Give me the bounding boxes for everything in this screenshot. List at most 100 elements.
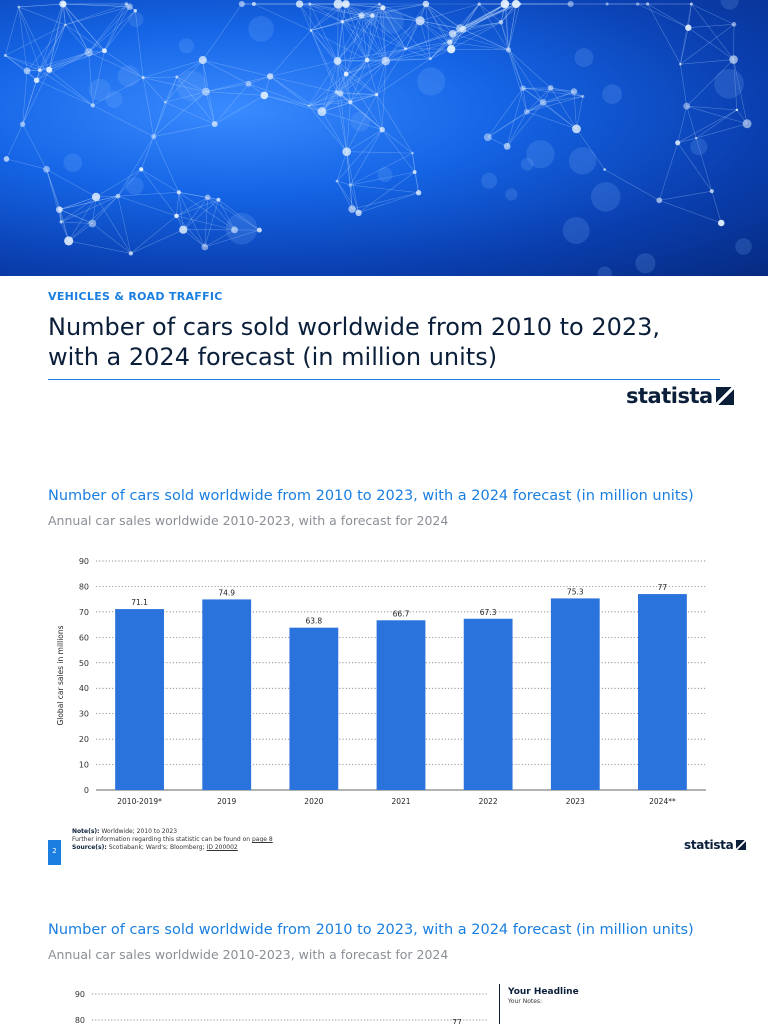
network-link xyxy=(117,192,179,197)
network-link xyxy=(310,30,341,94)
network-link xyxy=(345,15,373,75)
network-link xyxy=(6,124,23,160)
network-link xyxy=(342,21,406,50)
network-link xyxy=(18,6,41,71)
side-panel-notes: Your Notes: xyxy=(508,998,543,1005)
category-label[interactable]: VEHICLES & ROAD TRAFFIC xyxy=(48,290,223,303)
network-link xyxy=(88,6,130,53)
network-link xyxy=(214,95,265,125)
network-link xyxy=(695,137,713,192)
network-node xyxy=(333,57,342,65)
bokeh-dot xyxy=(481,172,498,189)
network-link xyxy=(340,60,386,94)
network-link xyxy=(526,96,583,113)
network-link xyxy=(269,30,312,77)
network-node xyxy=(37,68,42,72)
network-link xyxy=(430,33,453,60)
network-link xyxy=(178,192,235,231)
network-link xyxy=(183,229,206,248)
network-node xyxy=(295,0,304,8)
network-link xyxy=(205,83,249,92)
network-node xyxy=(266,73,274,80)
network-link xyxy=(462,3,506,30)
network-node xyxy=(115,193,121,199)
network-link xyxy=(337,60,351,103)
statista-logo-small-icon xyxy=(736,840,747,850)
network-illustration xyxy=(3,0,752,276)
network-node xyxy=(141,76,145,80)
network-node xyxy=(689,2,693,6)
network-link xyxy=(310,30,347,75)
network-link xyxy=(372,3,426,16)
network-link xyxy=(487,88,524,138)
network-link xyxy=(366,20,421,61)
network-node xyxy=(55,206,63,213)
network-link xyxy=(26,24,66,72)
network-node xyxy=(503,142,511,150)
network-link xyxy=(366,7,384,61)
network-link xyxy=(253,3,312,31)
network-node xyxy=(503,1,509,7)
network-link xyxy=(346,60,386,75)
network-link xyxy=(218,199,235,230)
network-node xyxy=(211,121,218,128)
chart-notes: Note(s): Worldwide; 2010 to 2023 Further… xyxy=(72,828,273,852)
network-link xyxy=(462,3,520,30)
network-link xyxy=(405,33,453,50)
network-link xyxy=(321,73,347,112)
bokeh-dot xyxy=(590,182,621,212)
network-node xyxy=(679,62,682,66)
title-divider xyxy=(48,379,720,380)
network-link xyxy=(677,137,697,144)
network-link xyxy=(367,48,406,61)
network-node xyxy=(343,71,349,77)
network-link xyxy=(218,199,260,231)
network-link xyxy=(5,24,66,56)
network-link xyxy=(345,73,377,95)
network-link xyxy=(522,88,528,112)
network-link xyxy=(336,180,353,210)
network-node xyxy=(133,9,137,13)
network-link xyxy=(414,172,419,193)
network-node xyxy=(547,85,554,91)
y-axis-label: Global car sales in millions xyxy=(56,625,65,725)
network-link xyxy=(269,76,309,106)
statista-logo-small-text: statista xyxy=(684,838,734,852)
network-link xyxy=(58,209,69,242)
y-tick-label: 90 xyxy=(79,557,89,566)
network-link xyxy=(680,24,735,65)
network-node xyxy=(198,56,207,65)
bar xyxy=(376,620,426,790)
network-link xyxy=(59,209,93,224)
network-link xyxy=(299,3,312,31)
network-link xyxy=(462,3,517,30)
network-link xyxy=(321,111,383,130)
network-link xyxy=(508,49,544,103)
network-link xyxy=(153,76,178,137)
source-id-link[interactable]: ID 200002 xyxy=(206,844,238,851)
network-link xyxy=(452,33,509,51)
network-link xyxy=(176,215,206,248)
network-link xyxy=(65,24,89,53)
network-link xyxy=(345,3,373,16)
network-link xyxy=(153,102,166,137)
network-link xyxy=(309,3,338,62)
bokeh-dot xyxy=(128,11,144,28)
network-link xyxy=(49,50,105,71)
further-info-link[interactable]: page 8 xyxy=(252,836,273,843)
network-link xyxy=(310,3,339,31)
network-link xyxy=(449,41,509,51)
network-node xyxy=(422,0,430,8)
network-link xyxy=(62,3,89,53)
network-link xyxy=(350,129,383,186)
network-node xyxy=(256,227,262,233)
y-tick-label: 50 xyxy=(79,659,89,668)
network-link xyxy=(337,15,373,62)
chart-subtitle-2: Annual car sales worldwide 2010-2023, wi… xyxy=(48,947,449,962)
network-link xyxy=(695,109,738,139)
network-link xyxy=(117,136,154,197)
network-node xyxy=(201,87,210,96)
network-link xyxy=(659,190,712,201)
network-link xyxy=(733,59,748,124)
network-link xyxy=(92,50,105,106)
